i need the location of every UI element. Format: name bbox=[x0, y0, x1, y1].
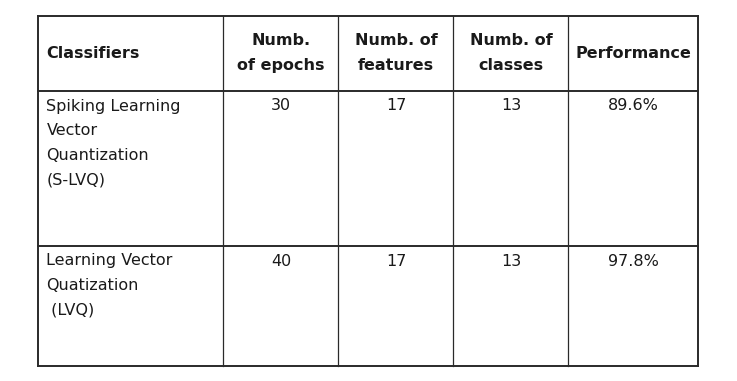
Text: Spiking Learning
Vector
Quantization
(S-LVQ): Spiking Learning Vector Quantization (S-… bbox=[46, 99, 181, 187]
Text: Classifiers: Classifiers bbox=[46, 45, 140, 61]
Text: 13: 13 bbox=[501, 99, 521, 114]
Text: Performance: Performance bbox=[576, 45, 691, 61]
Text: 17: 17 bbox=[385, 253, 406, 269]
Text: 40: 40 bbox=[271, 253, 291, 269]
Text: Numb.
of epochs: Numb. of epochs bbox=[237, 33, 325, 73]
Text: 13: 13 bbox=[501, 253, 521, 269]
Text: 89.6%: 89.6% bbox=[608, 99, 659, 114]
Text: Numb. of
classes: Numb. of classes bbox=[469, 33, 552, 73]
Text: 97.8%: 97.8% bbox=[608, 253, 659, 269]
Text: 17: 17 bbox=[385, 99, 406, 114]
Text: 30: 30 bbox=[271, 99, 291, 114]
Text: Numb. of
features: Numb. of features bbox=[354, 33, 437, 73]
Text: Learning Vector
Quatization
 (LVQ): Learning Vector Quatization (LVQ) bbox=[46, 253, 173, 318]
